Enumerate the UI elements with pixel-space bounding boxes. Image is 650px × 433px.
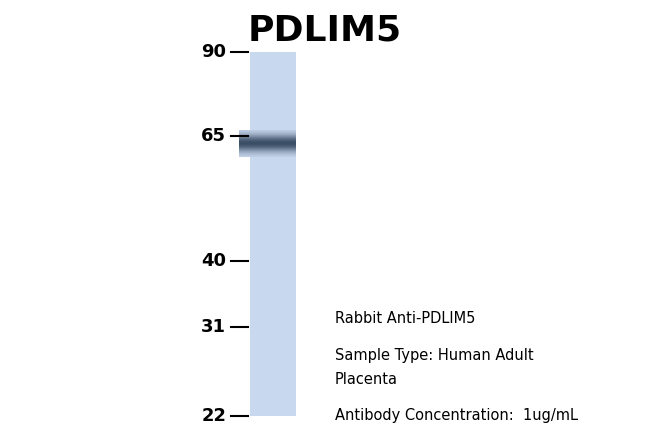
Bar: [250, 52, 296, 416]
Text: 65: 65: [202, 127, 226, 145]
Text: PDLIM5: PDLIM5: [248, 13, 402, 47]
Text: 22: 22: [202, 407, 226, 425]
Text: 90: 90: [202, 43, 226, 61]
Text: 31: 31: [202, 318, 226, 336]
Text: Antibody Concentration:  1ug/mL: Antibody Concentration: 1ug/mL: [335, 408, 578, 423]
Text: Placenta: Placenta: [335, 372, 398, 387]
Text: Sample Type: Human Adult: Sample Type: Human Adult: [335, 348, 534, 363]
Text: Rabbit Anti-PDLIM5: Rabbit Anti-PDLIM5: [335, 311, 475, 326]
Text: 40: 40: [202, 252, 226, 270]
